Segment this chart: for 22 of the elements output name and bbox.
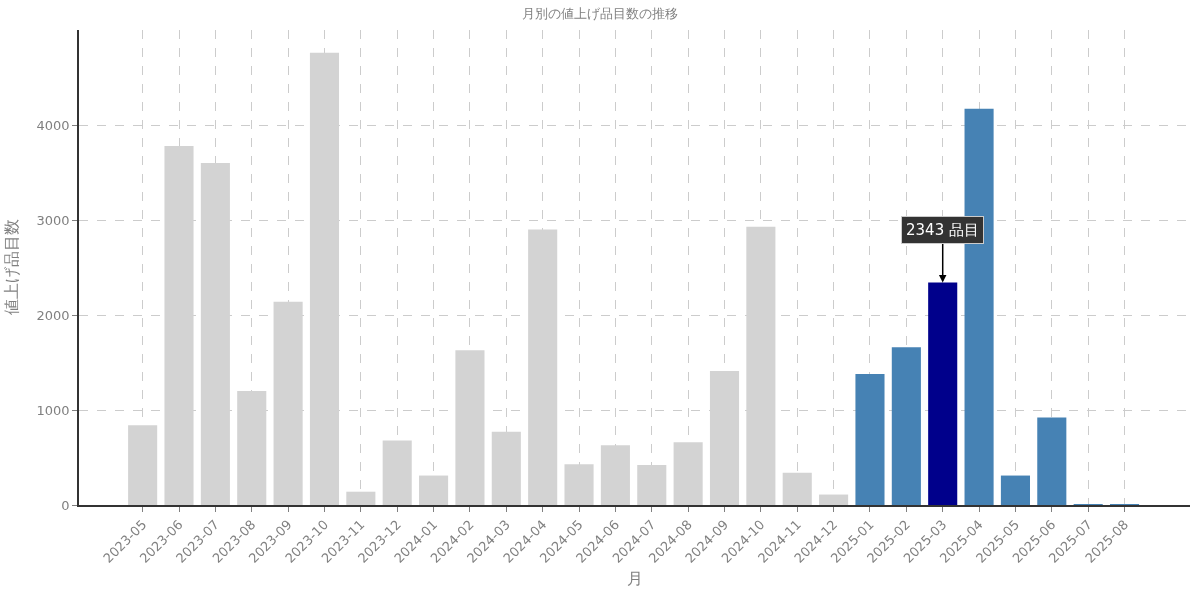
annotation: 2343 品目 [906, 221, 979, 239]
bar [346, 491, 376, 505]
y-tick-label: 3000 [36, 212, 70, 228]
bar [928, 282, 958, 505]
bar [855, 373, 885, 505]
bar [419, 475, 449, 505]
x-axis-title: 月 [626, 569, 643, 589]
bar [782, 472, 812, 505]
bar [1000, 475, 1030, 505]
bar [382, 440, 412, 505]
bar [673, 442, 703, 505]
y-axis-title: 値上げ品目数 [1, 219, 21, 316]
y-tick-label: 4000 [36, 117, 70, 133]
bar [455, 350, 485, 505]
y-tick-label: 0 [61, 497, 70, 513]
bar [891, 347, 921, 505]
bar [128, 425, 158, 505]
bar [1037, 417, 1067, 505]
y-tick-label: 2000 [36, 307, 70, 323]
bar [819, 494, 849, 505]
chart-title: 月別の値上げ品目数の推移 [522, 6, 678, 22]
y-tick-label: 1000 [36, 402, 70, 418]
